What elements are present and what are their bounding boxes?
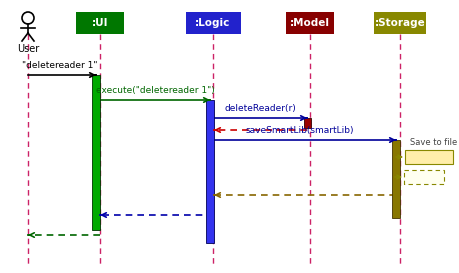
Bar (392, 140, 400, 218)
Text: User: User (17, 44, 39, 54)
Bar (92, 75, 100, 230)
Text: "deletereader 1": "deletereader 1" (22, 61, 98, 70)
Bar (76, 12, 124, 34)
Text: saveSmartLib(smartLib): saveSmartLib(smartLib) (246, 126, 354, 135)
Text: :UI: :UI (92, 18, 108, 28)
Bar (303, 118, 310, 128)
Text: :Model: :Model (290, 18, 330, 28)
Text: :Logic: :Logic (196, 18, 231, 28)
Text: execute("deletereader 1"): execute("deletereader 1") (95, 86, 214, 95)
Bar (404, 170, 444, 184)
Bar (286, 12, 334, 34)
Bar (405, 150, 453, 164)
Bar (206, 100, 214, 243)
Text: deleteReader(r): deleteReader(r) (224, 104, 296, 113)
Bar (374, 12, 426, 34)
Text: Save to file: Save to file (410, 138, 457, 147)
Bar (185, 12, 241, 34)
Text: :Storage: :Storage (375, 18, 425, 28)
